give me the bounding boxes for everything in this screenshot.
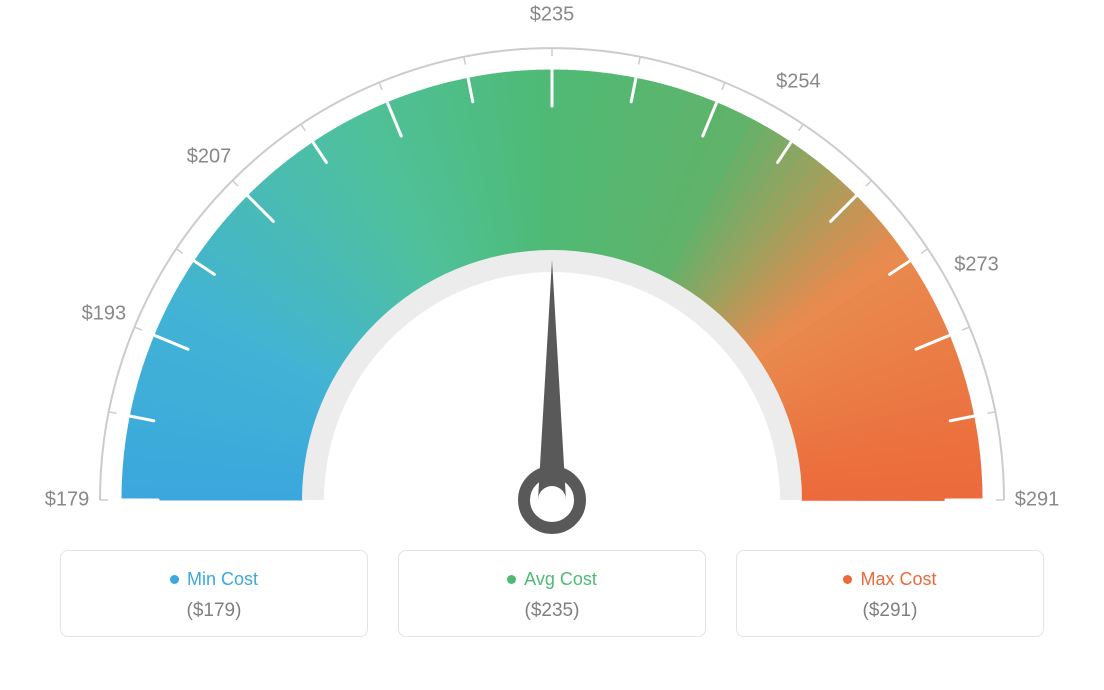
min-cost-label: Min Cost	[170, 569, 258, 590]
gauge-tick-label: $235	[530, 4, 575, 27]
max-cost-card: Max Cost ($291)	[736, 550, 1044, 637]
gauge-tick-label: $273	[954, 254, 999, 277]
avg-cost-card: Avg Cost ($235)	[398, 550, 706, 637]
dot-icon	[843, 575, 852, 584]
gauge-svg	[0, 0, 1104, 560]
min-cost-label-text: Min Cost	[187, 569, 258, 590]
gauge-tick-label: $193	[82, 303, 127, 326]
cost-gauge: $179 $193 $207 $235 $254 $273 $291	[0, 0, 1104, 560]
avg-cost-label-text: Avg Cost	[524, 569, 597, 590]
avg-cost-label: Avg Cost	[507, 569, 597, 590]
dot-icon	[170, 575, 179, 584]
min-cost-card: Min Cost ($179)	[60, 550, 368, 637]
min-cost-value: ($179)	[71, 600, 357, 622]
avg-cost-value: ($235)	[409, 600, 695, 622]
summary-cards: Min Cost ($179) Avg Cost ($235) Max Cost…	[0, 550, 1104, 637]
max-cost-value: ($291)	[747, 600, 1033, 622]
gauge-tick-label: $179	[45, 489, 90, 512]
dot-icon	[507, 575, 516, 584]
gauge-tick-label: $207	[187, 146, 232, 169]
max-cost-label-text: Max Cost	[860, 569, 936, 590]
gauge-tick-label: $254	[776, 71, 821, 94]
max-cost-label: Max Cost	[843, 569, 936, 590]
gauge-tick-label: $291	[1015, 489, 1060, 512]
